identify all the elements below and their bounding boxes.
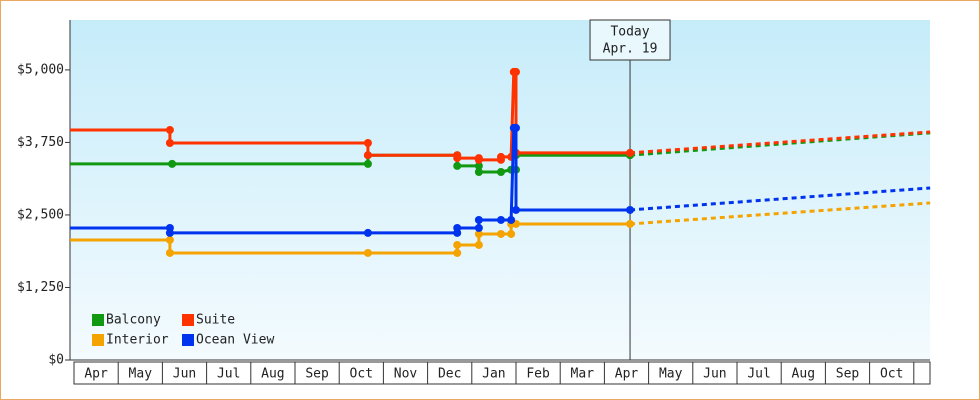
price-point bbox=[496, 229, 505, 238]
price-point bbox=[496, 215, 505, 224]
today-label: Today bbox=[610, 25, 649, 40]
price-point bbox=[363, 248, 372, 257]
price-point bbox=[512, 205, 520, 214]
x-tick-label: Jul bbox=[217, 367, 240, 382]
x-axis-band bbox=[73, 361, 931, 385]
x-tick-label: Sep bbox=[305, 367, 329, 382]
y-tick-label: $3,750 bbox=[17, 135, 64, 150]
price-point bbox=[507, 215, 516, 224]
price-point bbox=[165, 228, 174, 237]
price-point bbox=[474, 223, 483, 232]
price-point bbox=[496, 152, 505, 161]
price-point bbox=[474, 215, 483, 224]
x-tick-label: Oct bbox=[880, 367, 903, 382]
legend-label: Balcony bbox=[106, 313, 161, 328]
price-point bbox=[453, 161, 462, 170]
x-tick-label: Aug bbox=[261, 367, 284, 382]
x-tick-label: Sep bbox=[836, 367, 860, 382]
price-point bbox=[474, 155, 483, 164]
legend-swatch bbox=[92, 314, 104, 326]
x-tick-label: Jan bbox=[482, 367, 505, 382]
price-point bbox=[474, 229, 483, 238]
x-tick-label: Aug bbox=[792, 367, 815, 382]
price-point bbox=[474, 161, 483, 170]
price-point bbox=[453, 154, 462, 163]
y-tick-label: $2,500 bbox=[17, 207, 64, 222]
legend-swatch bbox=[92, 334, 104, 346]
x-tick-label: Apr bbox=[84, 367, 108, 382]
price-point bbox=[363, 228, 372, 237]
price-point bbox=[626, 205, 635, 214]
x-tick-label: Feb bbox=[526, 367, 550, 382]
legend-swatch bbox=[182, 314, 194, 326]
x-tick-label: Apr bbox=[615, 367, 639, 382]
price-point bbox=[474, 240, 483, 249]
today-box bbox=[589, 19, 671, 61]
price-point bbox=[496, 168, 505, 177]
legend-label: Ocean View bbox=[196, 333, 274, 348]
price-point bbox=[168, 159, 177, 168]
legend-label: Interior bbox=[106, 333, 169, 348]
price-point bbox=[363, 151, 372, 160]
price-point bbox=[512, 67, 520, 76]
x-tick-label: May bbox=[129, 367, 153, 382]
price-point bbox=[626, 219, 635, 228]
x-tick-label: Mar bbox=[571, 367, 595, 382]
price-point bbox=[474, 168, 483, 177]
price-point bbox=[363, 159, 372, 168]
price-point bbox=[165, 139, 174, 148]
x-tick-label: May bbox=[659, 367, 683, 382]
price-point bbox=[453, 223, 462, 232]
price-point bbox=[165, 248, 174, 257]
x-tick-label: Jul bbox=[747, 367, 770, 382]
x-tick-label: Oct bbox=[350, 367, 373, 382]
today-label: Apr. 19 bbox=[603, 42, 658, 57]
x-tick-label: Dec bbox=[438, 367, 461, 382]
price-point bbox=[363, 139, 372, 148]
legend-label: Suite bbox=[196, 313, 235, 328]
price-point bbox=[165, 235, 174, 244]
y-tick-label: $1,250 bbox=[17, 280, 64, 295]
x-tick-label: Jun bbox=[703, 367, 726, 382]
x-tick-label: Jun bbox=[173, 367, 196, 382]
y-tick-label: $0 bbox=[48, 353, 64, 368]
price-point bbox=[165, 125, 174, 134]
price-point bbox=[453, 240, 462, 249]
price-point bbox=[453, 248, 462, 257]
legend-swatch bbox=[182, 334, 194, 346]
x-tick-label: Nov bbox=[394, 367, 418, 382]
y-tick-label: $5,000 bbox=[17, 62, 64, 77]
price-point bbox=[512, 123, 520, 132]
price-point bbox=[626, 148, 635, 157]
price-point bbox=[507, 229, 516, 238]
plot-area bbox=[70, 20, 930, 360]
